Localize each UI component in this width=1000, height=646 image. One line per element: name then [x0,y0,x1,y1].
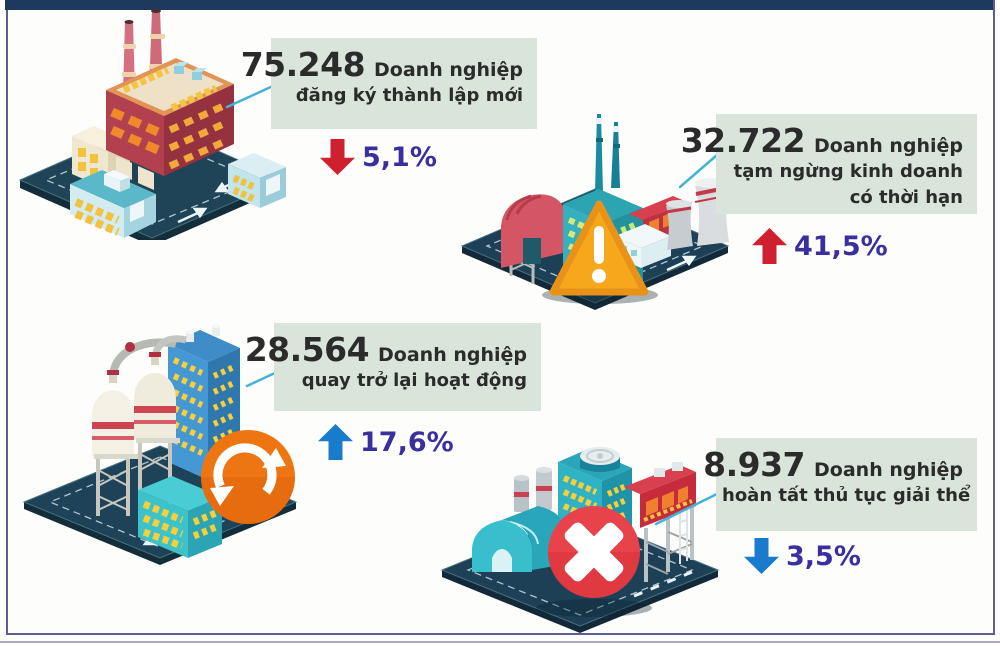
stat-number: 8.937 [703,445,806,484]
stat-card-suspended: 32.722 Doanh nghiệp tạm ngừng kinh doanh… [681,114,977,214]
top-bar [5,0,993,10]
trend-percent: 17,6% [360,426,454,458]
up-arrow-icon [318,424,353,460]
frame-border [6,0,995,635]
stat-unit: Doanh nghiệp [374,59,523,81]
factory-warning-illustration [460,114,730,310]
down-arrow-icon [320,139,355,175]
stat-unit: Doanh nghiệp [814,459,963,481]
stat-unit: Doanh nghiệp [814,135,963,157]
factory-new-registration-illustration [18,9,286,240]
stat-description-2: có thời hạn [849,187,963,209]
trend-suspended: 41,5% [752,228,888,264]
stat-number: 75.248 [240,45,366,84]
factory-dissolved-illustration [440,447,720,633]
trend-percent: 3,5% [786,540,861,572]
x-icon [548,506,640,598]
stat-description: tạm ngừng kinh doanh [733,161,963,183]
down-arrow-icon [744,538,779,574]
trend-dissolved: 3,5% [744,538,861,574]
trend-percent: 5,1% [362,141,437,173]
stat-card-resumed: 28.564 Doanh nghiệp quay trở lại hoạt độ… [245,323,541,411]
stat-description: đăng ký thành lập mới [295,85,523,107]
bottom-divider [0,641,1000,643]
up-arrow-icon [752,228,787,264]
trend-resumed: 17,6% [318,424,454,460]
stat-number: 28.564 [244,330,370,369]
stat-card-dissolved: 8.937 Doanh nghiệp hoàn tất thủ tục giải… [703,438,977,531]
stat-unit: Doanh nghiệp [378,344,527,366]
stat-number: 32.722 [680,121,806,160]
stat-description: hoàn tất thủ tục giải thể [722,485,971,507]
refresh-icon [201,430,295,524]
factory-refresh-illustration [22,324,298,565]
trend-percent: 41,5% [794,230,888,262]
stat-description: quay trở lại hoạt động [301,370,527,392]
trend-new-registrations: 5,1% [320,139,437,175]
stat-card-new-registrations: 75.248 Doanh nghiệp đăng ký thành lập mớ… [241,38,537,129]
